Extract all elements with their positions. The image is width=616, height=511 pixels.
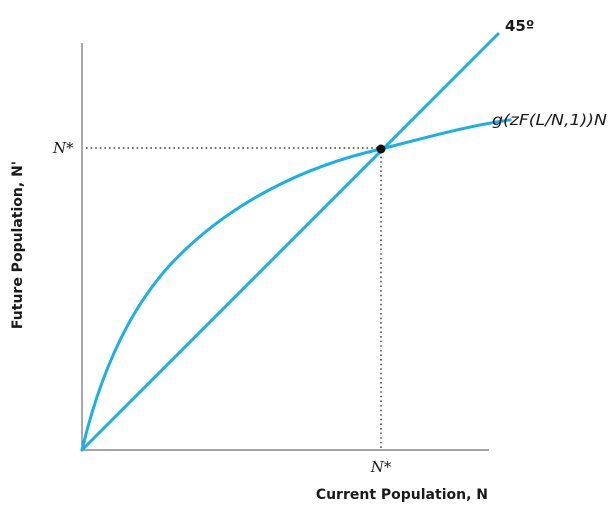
growth-curve bbox=[80, 118, 512, 452]
forty-five-degree-line bbox=[80, 32, 500, 452]
steady-state-y-label: N* bbox=[52, 139, 74, 157]
steady-state-x-label: N* bbox=[370, 458, 392, 476]
steady-state-point bbox=[376, 144, 386, 154]
growth-curve-label: g(zF(L/N,1))N bbox=[492, 111, 607, 129]
x-axis-title: Current Population, N bbox=[316, 487, 488, 503]
forty-five-degree-label: 45º bbox=[505, 17, 534, 35]
y-axis-title: Future Population, N' bbox=[10, 161, 26, 329]
